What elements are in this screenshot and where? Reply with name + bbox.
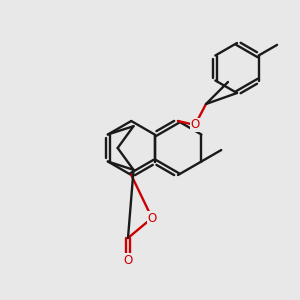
Text: O: O (190, 118, 200, 131)
Text: O: O (147, 212, 157, 224)
Text: O: O (123, 254, 133, 266)
